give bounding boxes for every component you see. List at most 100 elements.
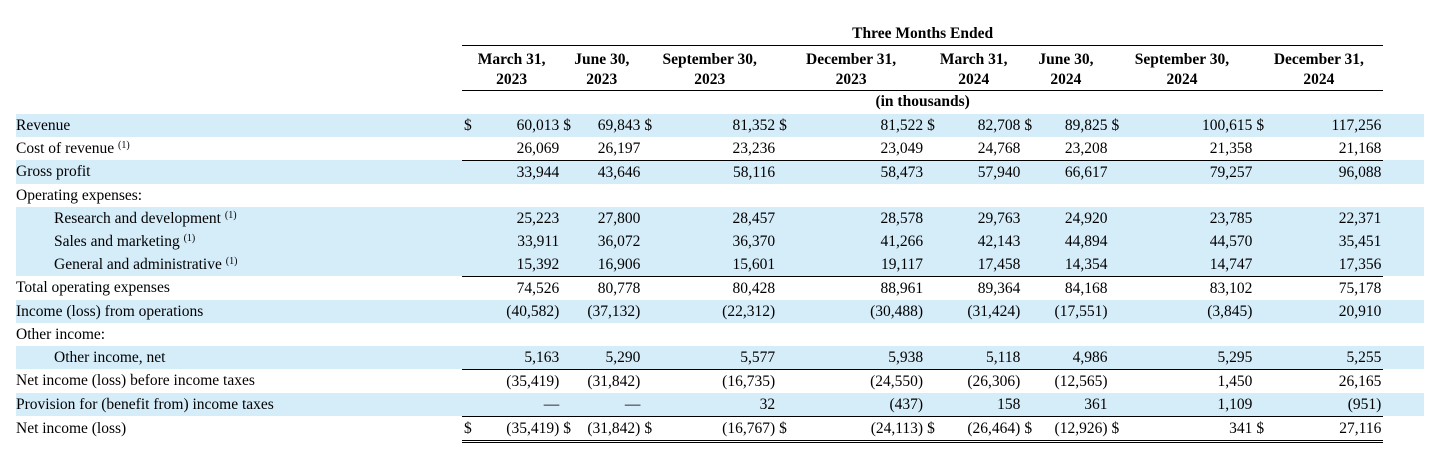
value-cell: [1136, 323, 1255, 346]
value-cell: 361: [1036, 392, 1110, 416]
column-header-period: September 30,: [662, 51, 757, 68]
value-cell: 5,255: [1282, 345, 1384, 369]
value-cell: [1136, 184, 1255, 207]
currency-cell: [1022, 299, 1037, 323]
value-text: 88,961: [880, 279, 924, 297]
currency-cell: [561, 392, 572, 416]
currency-cell: [925, 184, 943, 207]
value-text: (22,312): [722, 302, 776, 320]
value-text: 5,577: [740, 348, 776, 366]
value-cell: 41,266: [801, 229, 926, 253]
column-header: June 30, 2023: [561, 45, 643, 91]
value-cell: 17,356: [1282, 252, 1384, 276]
value-cell: 57,940: [943, 159, 1023, 184]
currency-cell: [1022, 184, 1036, 207]
currency-cell: [777, 368, 802, 393]
currency-cell: [461, 345, 473, 369]
currency-cell: $: [1254, 113, 1283, 137]
value-cell: [665, 323, 778, 346]
column-header-year: 2023: [835, 71, 867, 88]
value-text: (16,735): [722, 372, 776, 390]
value-cell: 158: [943, 392, 1023, 416]
row-label-text: Net income (loss): [16, 420, 127, 437]
currency-cell: [1254, 137, 1282, 161]
value-text: 26,165: [1338, 372, 1382, 390]
footnote-marker: (1): [225, 255, 238, 267]
currency-symbol: $: [1256, 419, 1265, 437]
currency-cell: [561, 184, 571, 207]
value-cell: (24,550): [801, 368, 926, 393]
currency-cell: [777, 229, 802, 253]
value-text: 80,778: [597, 279, 641, 297]
value-cell: 83,102: [1135, 275, 1255, 300]
currency-cell: [777, 345, 802, 369]
currency-cell: [925, 275, 944, 300]
value-text: (35,419): [506, 419, 560, 437]
currency-cell: [925, 137, 943, 161]
value-cell: 17,458: [943, 252, 1023, 276]
table-row: Other income, net 5,163 5,290 5,577 5,938 5,1…: [16, 345, 1424, 369]
value-cell: [665, 184, 778, 207]
currency-cell: [561, 323, 571, 346]
value-cell: 36,072: [571, 229, 643, 253]
currency-symbol: $: [463, 419, 472, 437]
currency-cell: [642, 184, 664, 207]
currency-cell: [1022, 368, 1037, 393]
value-cell: (31,842): [571, 368, 643, 393]
row-label-text: Operating expenses:: [16, 186, 143, 204]
value-text: 26,197: [597, 139, 641, 157]
value-text: 4,986: [1072, 348, 1108, 366]
value-cell: 27,800: [571, 206, 643, 230]
value-text: 26,069: [516, 139, 560, 157]
currency-cell: [777, 323, 801, 346]
currency-cell: [1254, 229, 1283, 253]
currency-cell: $: [925, 415, 944, 443]
currency-cell: [1109, 229, 1136, 253]
value-text: 16,906: [597, 255, 641, 273]
currency-symbol: $: [563, 116, 571, 134]
value-text: 158: [997, 395, 1021, 413]
currency-cell: [561, 137, 571, 161]
value-cell: 16,906: [571, 252, 643, 276]
currency-cell: [561, 159, 572, 184]
row-label: General and administrative (1): [16, 252, 462, 276]
value-text: 14,747: [1209, 255, 1253, 273]
value-cell: 117,256: [1282, 113, 1384, 137]
value-cell: 44,894: [1036, 229, 1110, 253]
currency-cell: $: [1254, 415, 1283, 443]
value-text: (24,550): [870, 372, 924, 390]
value-text: 23,208: [1064, 139, 1108, 157]
value-text: 19,117: [881, 255, 924, 273]
currency-cell: [777, 392, 802, 416]
column-header-period: September 30,: [1134, 51, 1230, 68]
row-label: Total operating expenses: [16, 276, 462, 300]
currency-cell: [1110, 323, 1136, 346]
value-cell: 5,163: [472, 345, 562, 369]
value-cell: (16,767): [664, 415, 778, 443]
currency-cell: [461, 299, 473, 323]
currency-cell: [1022, 275, 1037, 300]
table-row: Cost of revenue (1) 26,069 26,197 23,236 23,…: [16, 137, 1424, 161]
value-cell: 21,168: [1283, 137, 1384, 161]
currency-cell: [642, 206, 665, 230]
value-cell: 88,961: [801, 275, 926, 300]
value-cell: 100,615: [1135, 113, 1255, 137]
currency-cell: [561, 206, 572, 230]
currency-cell: [461, 275, 473, 300]
value-text: 60,013: [516, 116, 560, 134]
value-cell: [943, 184, 1022, 207]
column-header-year: 2024: [958, 71, 990, 88]
value-text: (40,582): [506, 302, 560, 320]
value-cell: (31,842): [571, 415, 643, 443]
group-header-row: Three Months Ended: [16, 22, 1424, 46]
value-text: 66,617: [1064, 163, 1108, 181]
value-text: (951): [1347, 395, 1382, 413]
currency-cell: [461, 229, 473, 253]
value-cell: (26,306): [943, 368, 1023, 393]
currency-cell: [1254, 345, 1283, 369]
footnote-marker: (1): [224, 209, 237, 221]
value-cell: (30,488): [801, 299, 926, 323]
table-row: Net income (loss) before income taxes (35…: [16, 368, 1424, 393]
value-cell: 23,208: [1037, 137, 1110, 161]
